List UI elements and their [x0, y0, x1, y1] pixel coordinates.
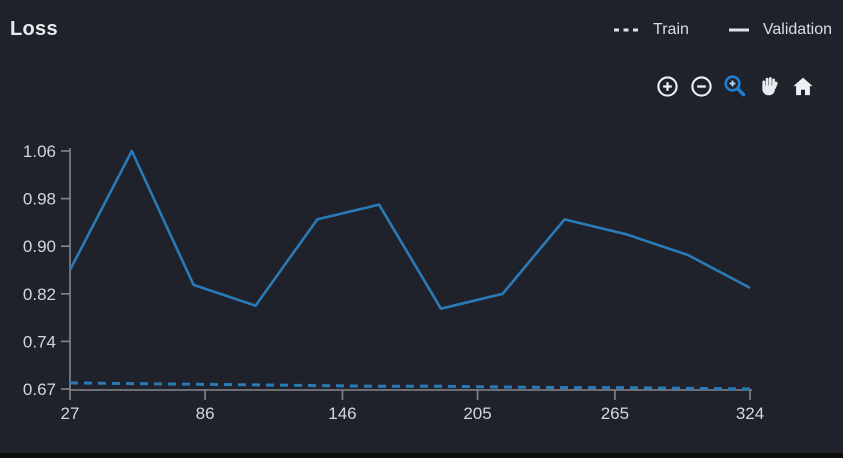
x-tick-label: 265 [601, 404, 629, 423]
y-tick-label: 0.98 [23, 190, 56, 209]
chart-toolbar [655, 73, 815, 99]
y-tick-label: 1.06 [23, 142, 56, 161]
home-icon [793, 77, 813, 95]
legend-item-train[interactable]: Train [613, 21, 689, 39]
zoom-select-icon [724, 75, 746, 97]
zoom-in-icon [656, 75, 678, 97]
zoom-select-button[interactable] [723, 73, 747, 99]
x-tick-label: 205 [463, 404, 491, 423]
series-validation [68, 149, 751, 311]
pan-button[interactable] [757, 73, 781, 99]
series-train [69, 381, 751, 391]
legend-item-validation[interactable]: Validation [728, 21, 832, 39]
legend: Train Validation [613, 21, 832, 39]
validation-solid-marker-icon [728, 28, 749, 32]
y-tick-label: 0.74 [23, 332, 56, 351]
x-tick-label: 324 [736, 404, 764, 423]
x-tick-label: 27 [61, 404, 80, 423]
legend-label-train: Train [653, 21, 689, 38]
y-tick-label: 0.90 [23, 237, 56, 256]
y-tick-label: 0.82 [23, 285, 56, 304]
home-button[interactable] [791, 73, 815, 99]
x-tick-label: 146 [328, 404, 356, 423]
zoom-in-button[interactable] [655, 73, 679, 99]
chart-title: Loss [10, 18, 58, 40]
train-dashed-marker-icon [614, 28, 640, 32]
legend-label-validation: Validation [762, 21, 832, 38]
y-tick-label: 0.67 [23, 380, 56, 399]
pan-hand-icon [761, 76, 778, 96]
bottom-divider [0, 453, 843, 458]
zoom-out-button[interactable] [689, 73, 713, 99]
zoom-out-icon [690, 75, 712, 97]
x-tick-label: 86 [196, 404, 215, 423]
